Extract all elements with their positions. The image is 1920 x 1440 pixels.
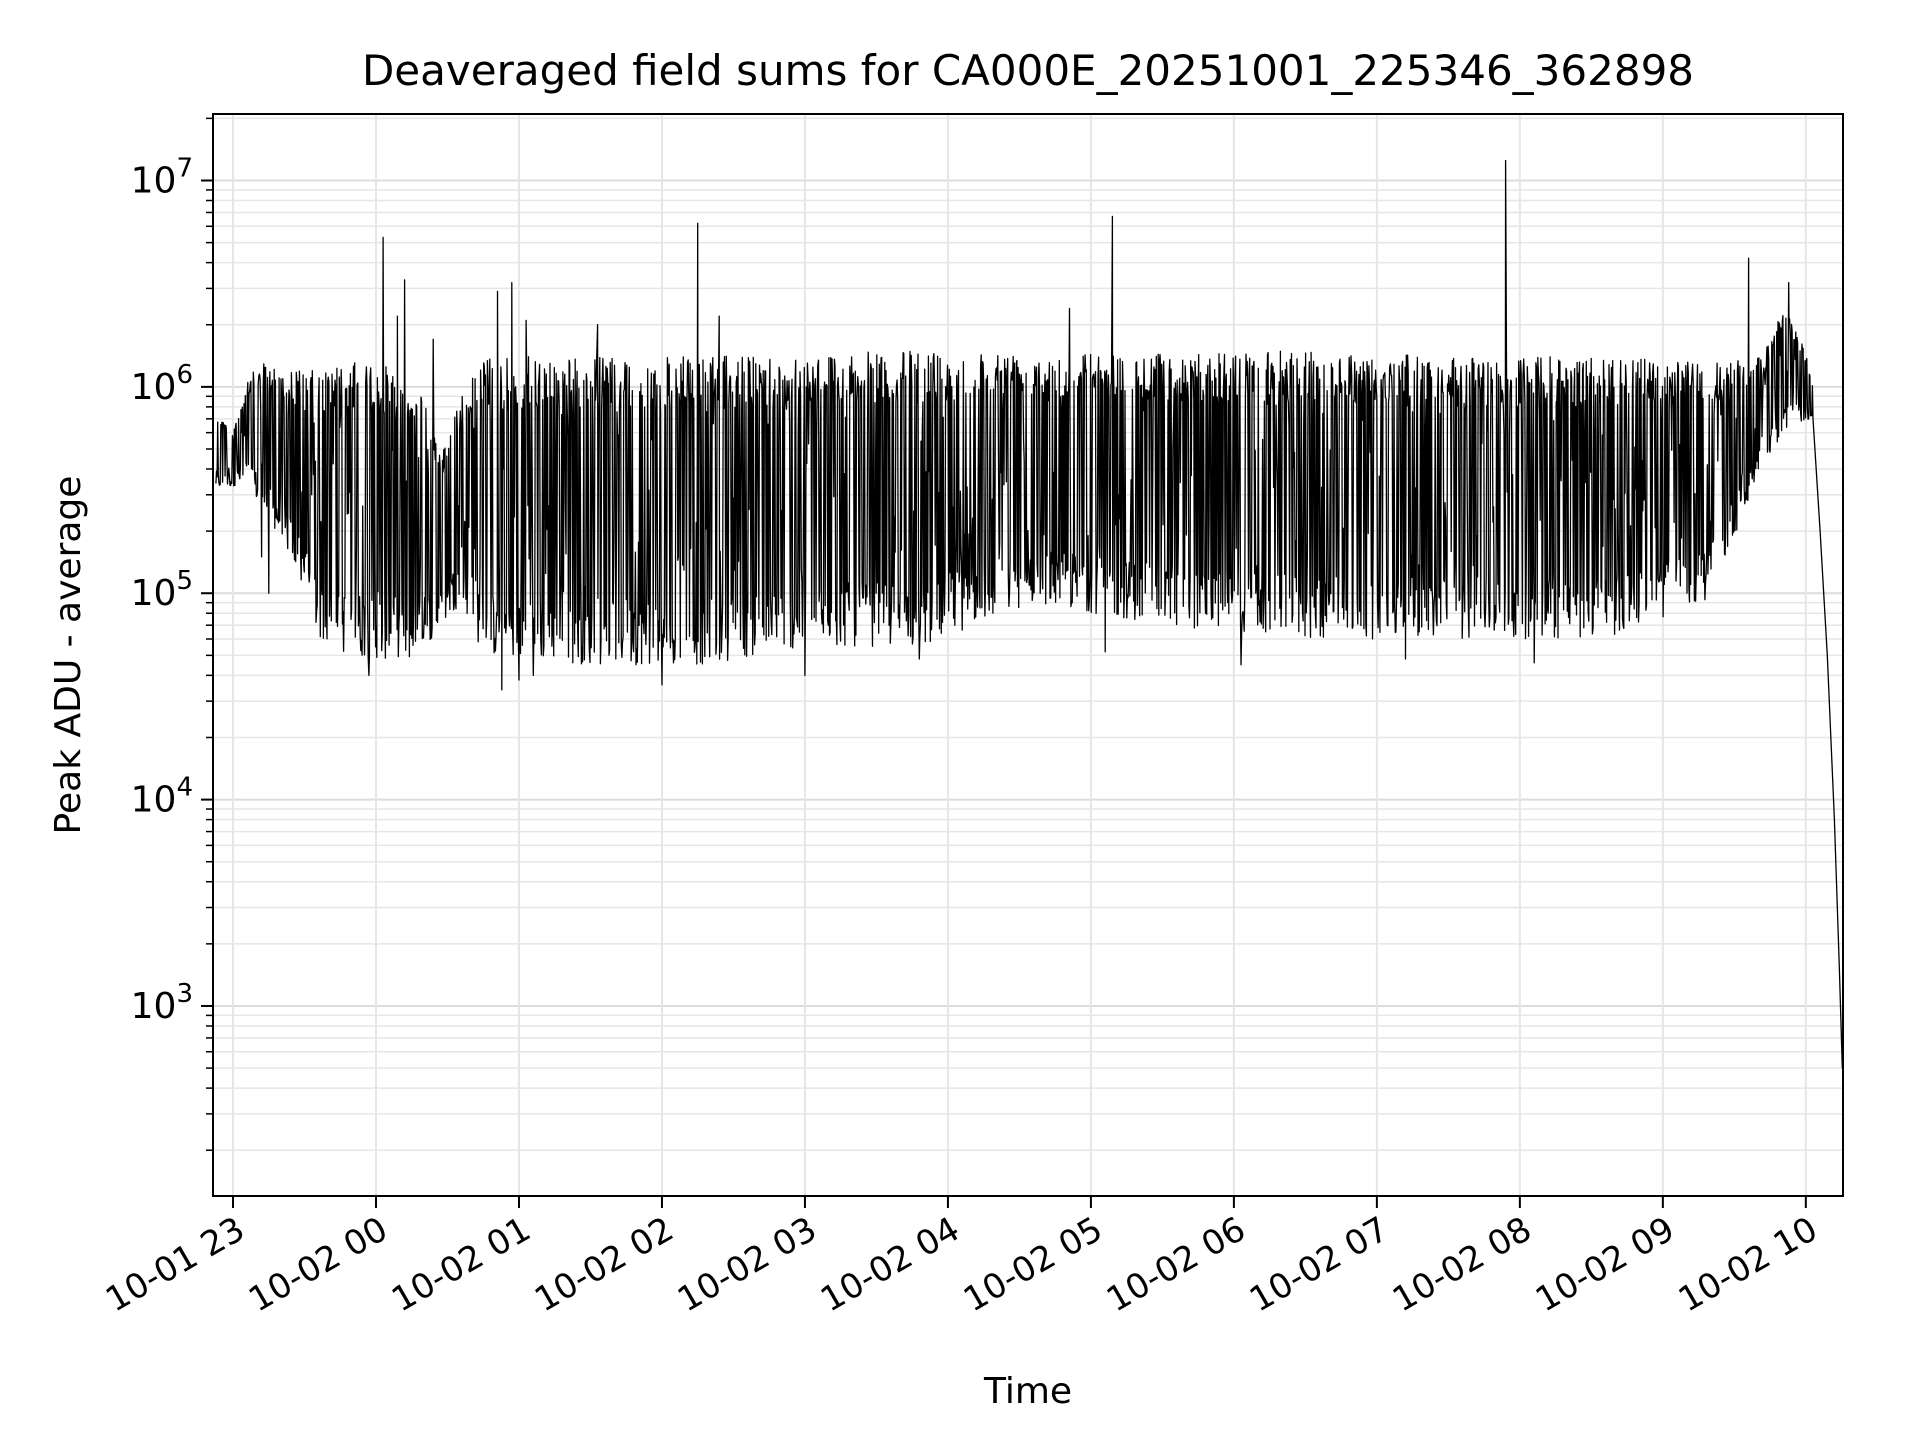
x-tick-label: 10-02 01 bbox=[385, 1209, 537, 1320]
x-axis-label: Time bbox=[983, 1371, 1072, 1412]
y-tick-label: 104 bbox=[131, 773, 193, 821]
y-tick-label: 106 bbox=[131, 360, 193, 408]
series-path bbox=[215, 159, 1843, 1069]
x-tick-label: 10-02 00 bbox=[242, 1209, 394, 1320]
x-tick-label: 10-02 03 bbox=[671, 1209, 823, 1320]
y-axis: 103 104 105 106 107 bbox=[131, 117, 213, 1151]
x-tick-label: 10-02 02 bbox=[528, 1209, 680, 1320]
y-tick-label: 107 bbox=[131, 153, 193, 201]
y-tick-label: 103 bbox=[131, 979, 193, 1027]
minor-gridlines bbox=[213, 117, 1843, 1151]
x-tick-label: 10-02 07 bbox=[1243, 1209, 1395, 1320]
x-tick-label: 10-02 06 bbox=[1100, 1209, 1252, 1320]
x-tick-label: 10-02 09 bbox=[1529, 1209, 1681, 1320]
series-line-peak-adu bbox=[215, 159, 1843, 1069]
x-tick-label: 10-01 23 bbox=[99, 1209, 251, 1320]
y-axis-label: Peak ADU - average bbox=[48, 476, 89, 835]
y-tick-label: 105 bbox=[131, 566, 193, 614]
x-tick-label: 10-02 10 bbox=[1672, 1209, 1824, 1320]
chart-title: Deaveraged field sums for CA000E_2025100… bbox=[362, 46, 1694, 95]
x-tick-label: 10-02 04 bbox=[814, 1209, 966, 1320]
x-tick-label: 10-02 08 bbox=[1386, 1209, 1538, 1320]
x-tick-label: 10-02 05 bbox=[957, 1209, 1109, 1320]
